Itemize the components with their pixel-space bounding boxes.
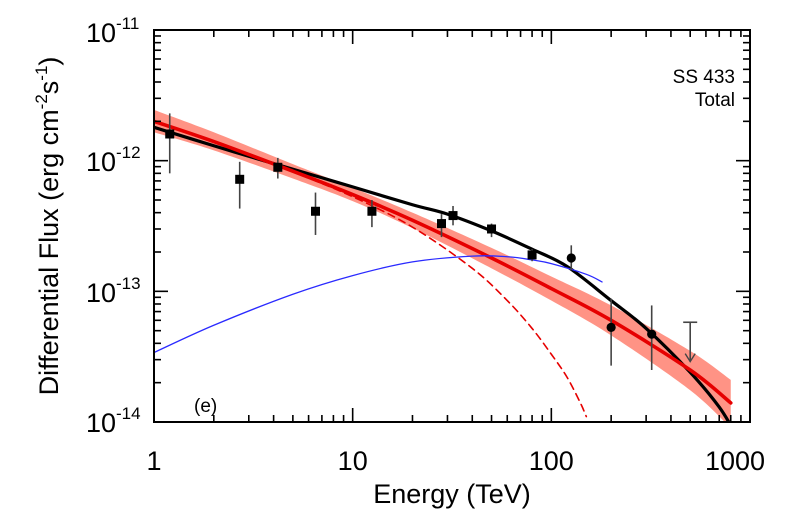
uncertainty-band-area xyxy=(154,109,731,422)
x-tick-label: 100 xyxy=(529,446,574,476)
svg-text:10: 10 xyxy=(86,278,116,308)
x-tick-label: 1000 xyxy=(705,446,765,476)
svg-text:10: 10 xyxy=(86,147,116,177)
svg-text:-13: -13 xyxy=(116,274,141,293)
x-tick-label: 10 xyxy=(338,446,368,476)
data-point-square xyxy=(273,162,283,172)
source-label: SS 433 xyxy=(673,67,735,88)
panel-label: (e) xyxy=(194,396,217,417)
y-tick-labels: 10 -11 10 -12 10 -13 10 -14 xyxy=(86,14,141,438)
series-line xyxy=(154,119,733,405)
series-line xyxy=(154,125,731,422)
svg-text:10: 10 xyxy=(86,408,116,438)
y-tick-label: 10 -11 xyxy=(86,14,139,48)
data-point-circle xyxy=(647,329,657,339)
data-point-square xyxy=(235,174,245,184)
data-point-square xyxy=(448,211,458,221)
data-point-square xyxy=(487,224,497,234)
y-axis-title: Differential Flux (erg cm-2s-1) xyxy=(32,57,64,396)
svg-text:-12: -12 xyxy=(116,143,141,162)
data-point-circle xyxy=(566,253,576,263)
component-label: Total xyxy=(695,90,735,111)
model-curves xyxy=(154,119,733,422)
x-tick-label: 1 xyxy=(146,446,161,476)
y-tick-label: 10 -14 xyxy=(86,404,141,438)
data-point-square xyxy=(367,206,377,216)
series-line xyxy=(154,255,603,354)
data-point-square xyxy=(310,206,320,216)
data-point-square xyxy=(437,219,447,229)
data-point-square xyxy=(527,250,537,260)
svg-text:-14: -14 xyxy=(116,404,141,423)
y-tick-label: 10 -13 xyxy=(86,274,141,308)
axis-ticks xyxy=(154,30,750,422)
svg-text:-11: -11 xyxy=(116,14,139,33)
svg-text:10: 10 xyxy=(86,18,116,48)
data-point-circle xyxy=(606,322,616,332)
uncertainty-band xyxy=(154,109,731,422)
x-tick-labels: 1 10 100 1000 xyxy=(146,446,765,476)
upper-limit-arrow xyxy=(684,353,696,363)
data-point-square xyxy=(165,129,175,139)
y-tick-label: 10 -12 xyxy=(86,143,141,177)
plot-frame xyxy=(153,29,751,423)
x-axis-title: Energy (TeV) xyxy=(373,479,531,509)
data-points xyxy=(165,113,698,371)
